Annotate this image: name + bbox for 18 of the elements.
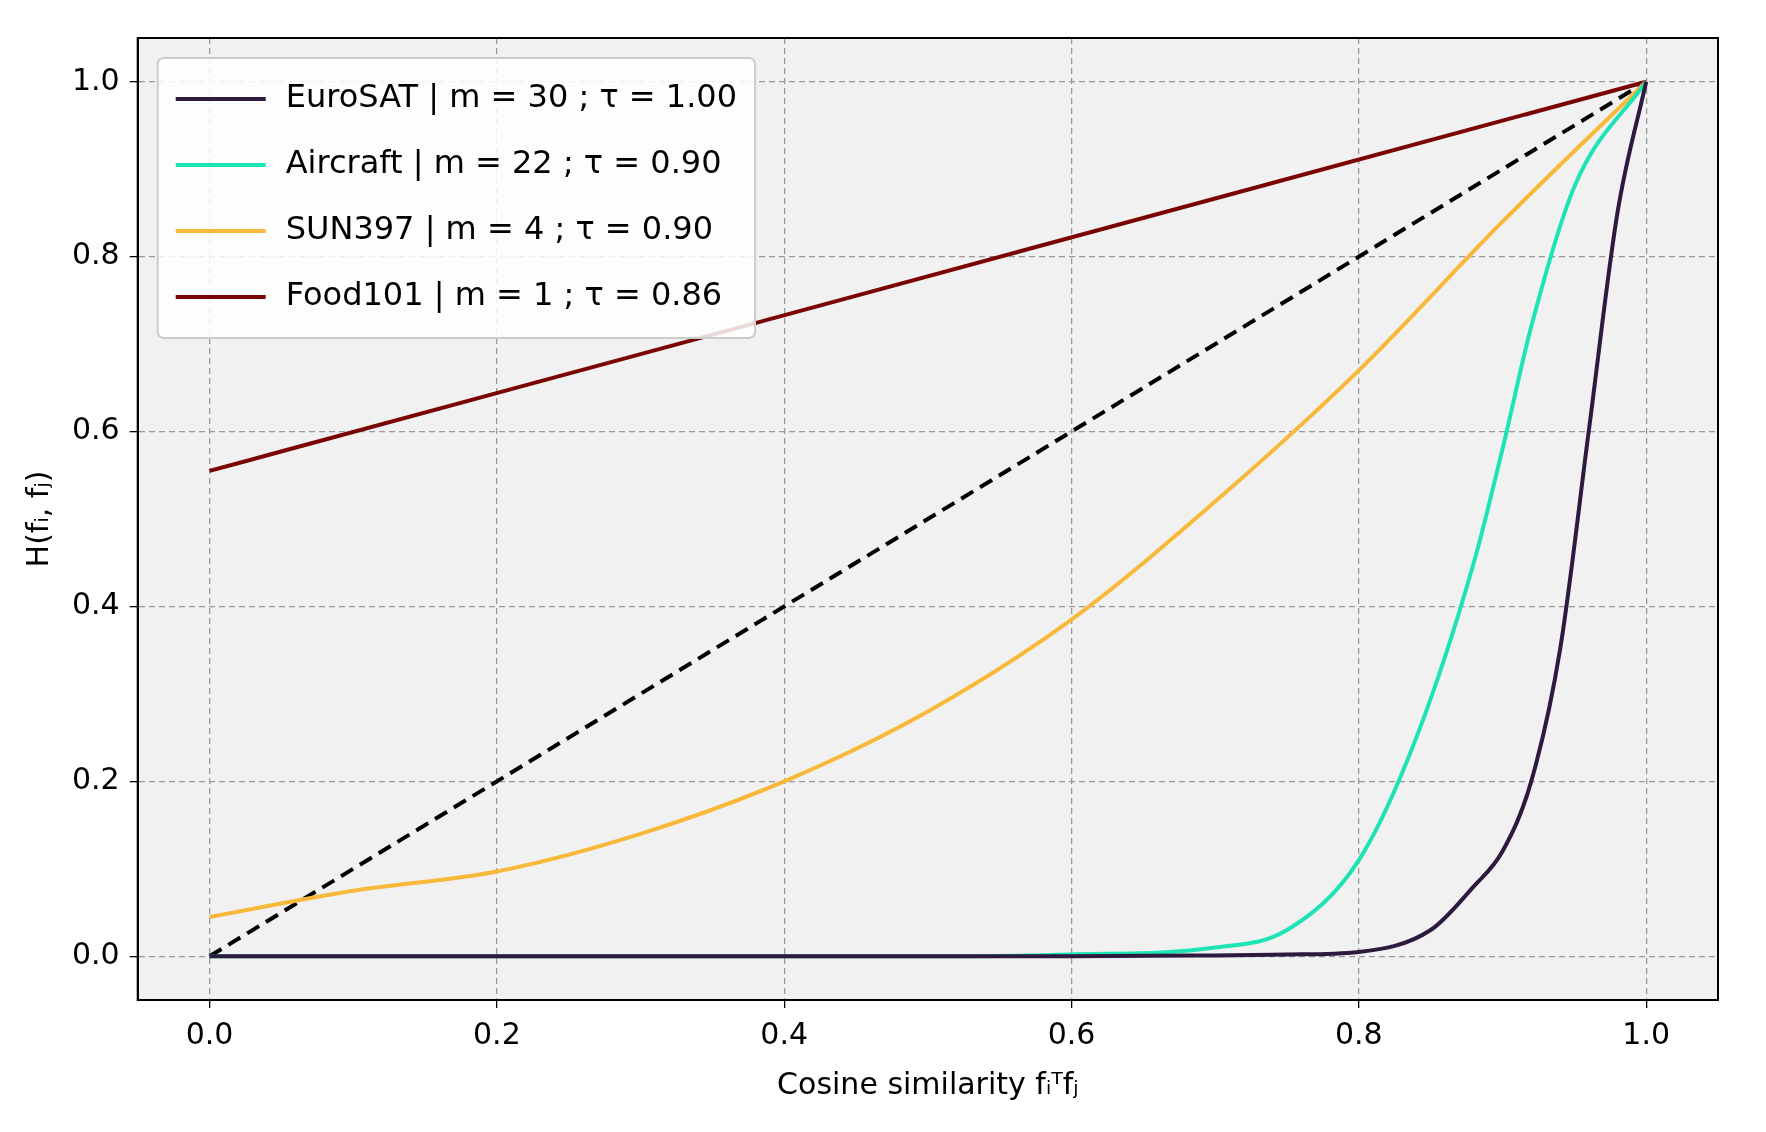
x-tick-label: 0.6: [1047, 1015, 1096, 1051]
x-tick-label: 0.2: [473, 1015, 521, 1051]
legend-label: Aircraft | m = 22 ; τ = 0.90: [285, 143, 722, 182]
y-tick-label: 0.4: [71, 586, 120, 622]
y-axis-title: H(fᵢ, fⱼ): [19, 470, 55, 568]
x-tick-label: 1.0: [1622, 1015, 1671, 1051]
y-tick-label: 0.6: [71, 411, 120, 447]
legend-label: Food101 | m = 1 ; τ = 0.86: [285, 275, 723, 314]
y-tick-label: 0.2: [71, 761, 120, 797]
y-tick-label: 1.0: [71, 61, 120, 97]
x-tick-label: 0.4: [760, 1015, 809, 1051]
x-axis-title: Cosine similarity fᵢᵀfⱼ: [777, 1065, 1079, 1101]
x-tick-label: 0.0: [185, 1015, 234, 1051]
y-tick-label: 0.0: [71, 936, 120, 972]
x-tick-label: 0.8: [1334, 1015, 1383, 1051]
legend-label: EuroSAT | m = 30 ; τ = 1.00: [285, 77, 738, 116]
legend-label: SUN397 | m = 4 ; τ = 0.90: [285, 209, 714, 248]
y-tick-label: 0.8: [71, 236, 120, 272]
